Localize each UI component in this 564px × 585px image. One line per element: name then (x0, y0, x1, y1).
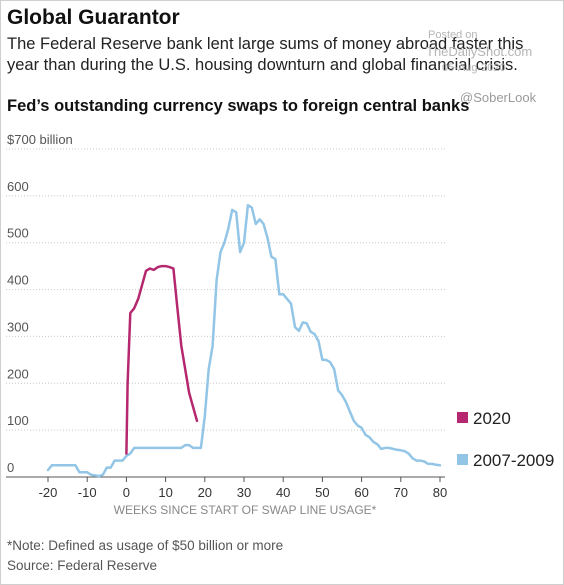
footnote: *Note: Defined as usage of $50 billion o… (7, 538, 284, 553)
chart-title: Fed’s outstanding currency swaps to fore… (7, 97, 470, 115)
series-line-2007-2009 (46, 203, 442, 478)
source-line: Source: Federal Reserve (7, 558, 158, 573)
x-tick-label: 50 (315, 485, 329, 500)
x-tick-label: 10 (158, 485, 172, 500)
x-tick-label: 80 (433, 485, 447, 500)
y-tick-label: 0 (7, 460, 14, 475)
legend-label: 2020 (473, 409, 511, 428)
headline: Global Guarantor (7, 6, 180, 29)
x-tick-label: 20 (198, 485, 212, 500)
x-tick-label: 40 (276, 485, 290, 500)
y-tick-label: 500 (7, 226, 29, 241)
x-tick-label: -20 (39, 485, 58, 500)
x-tick-label: 0 (123, 485, 130, 500)
series-line-2020 (125, 264, 199, 455)
legend: 2020 2007-2009 (457, 409, 554, 470)
x-tick-label: 60 (354, 485, 368, 500)
y-tick-label: 600 (7, 179, 29, 194)
x-axis-label: WEEKS SINCE START OF SWAP LINE USAGE* (114, 503, 377, 517)
watermark-date: 05-Aug-2020 (442, 62, 506, 74)
y-axis-ticks: 0 100 200 300 400 500 600 $700 billion (7, 132, 73, 475)
y-tick-label: 200 (7, 366, 29, 381)
y-tick-label: $700 billion (7, 132, 73, 147)
legend-label: 2007-2009 (473, 451, 554, 470)
gridlines (6, 148, 445, 478)
x-tick-label: 70 (394, 485, 408, 500)
series-lines (46, 203, 442, 478)
watermark-posted: Posted on (428, 29, 478, 41)
x-tick-label: 30 (237, 485, 251, 500)
watermark-handle: @SoberLook (460, 90, 537, 105)
legend-swatch (457, 412, 468, 423)
watermark-site: TheDailyShot.com (426, 44, 533, 59)
y-tick-label: 300 (7, 319, 29, 334)
y-tick-label: 100 (7, 413, 29, 428)
x-tick-label: -10 (78, 485, 97, 500)
x-axis-ticks: -20 -10 0 10 20 30 40 50 60 70 80 (39, 477, 447, 500)
y-tick-label: 400 (7, 273, 29, 288)
subtitle: The Federal Reserve bank lent large sums… (7, 35, 524, 74)
legend-swatch (457, 454, 468, 465)
